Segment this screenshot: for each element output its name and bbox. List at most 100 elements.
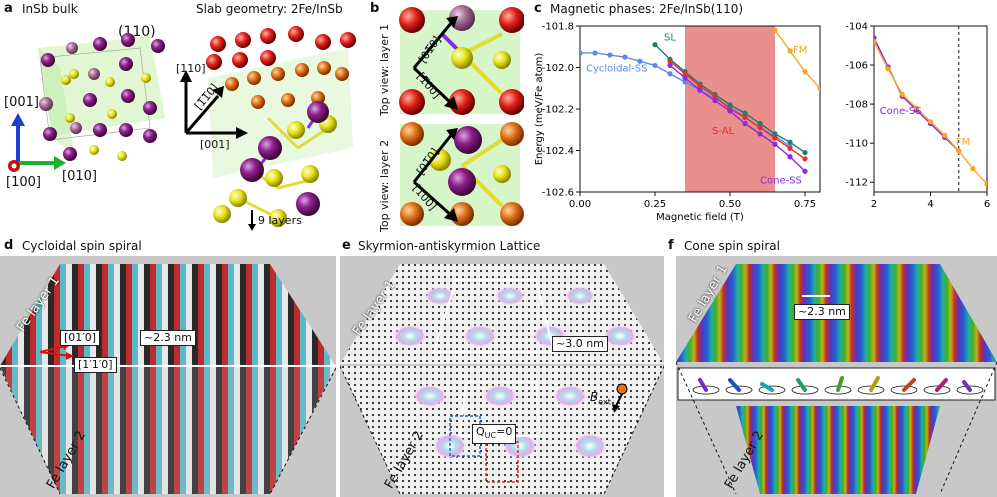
x-tick-label: 0.75 bbox=[794, 199, 816, 210]
data-point-fm bbox=[899, 91, 905, 97]
x-tick-label: 0.50 bbox=[719, 199, 741, 210]
data-point-cone-ss bbox=[787, 154, 793, 160]
slab-axis-110: [110] bbox=[176, 62, 206, 75]
data-point-cycloidal-ss bbox=[682, 79, 688, 85]
y-tick-label: -102.2 bbox=[542, 105, 574, 116]
data-point-sl bbox=[727, 102, 733, 108]
panel-a-label: a bbox=[4, 1, 13, 16]
data-point-cone-ss bbox=[667, 62, 673, 69]
data-point-fm bbox=[817, 85, 820, 91]
data-point-cycloidal-ss bbox=[607, 52, 613, 58]
panel-d-title: Cycloidal spin spiral bbox=[22, 239, 142, 253]
top-view-layer2-illustration bbox=[400, 122, 524, 226]
y-axis-label: Energy (meV/Fe atom) bbox=[534, 53, 545, 166]
data-point-s-al bbox=[697, 83, 703, 89]
y-tick-label: -104 bbox=[845, 22, 868, 33]
data-point-fm bbox=[885, 66, 891, 72]
energy-vs-field-chart: 0.00 0.25 0.50 0.75 -102.6 -102.4 -102.2 -102.0… bbox=[534, 22, 821, 223]
panel-b-label: b bbox=[370, 1, 380, 16]
data-point-cone-ss bbox=[742, 120, 748, 127]
data-point-cycloidal-ss bbox=[592, 50, 598, 56]
qcharge-value: =0 bbox=[496, 425, 513, 438]
data-point-cycloidal-ss bbox=[622, 54, 628, 60]
panel-d-dir-110: [1′1′0] bbox=[74, 357, 117, 373]
data-point-fm bbox=[942, 132, 948, 138]
series-group bbox=[580, 27, 820, 174]
series-group bbox=[874, 35, 987, 187]
axis-label-100: [100] bbox=[6, 175, 41, 190]
y-tick-label: -101.8 bbox=[542, 22, 574, 33]
data-point-cone-ss bbox=[757, 131, 763, 137]
data-point-fm bbox=[787, 48, 793, 54]
data-point-sl bbox=[652, 42, 658, 48]
x-axis-label: Magnetic field (T) bbox=[656, 212, 744, 223]
series-label-s-al: S-AL bbox=[712, 126, 735, 137]
data-point-sl bbox=[772, 131, 778, 137]
slab-axis-001: [001] bbox=[200, 138, 230, 151]
qcharge-subscript: UC bbox=[484, 431, 497, 441]
data-point-fm bbox=[956, 148, 962, 154]
top-view-layer2-label: Top view: layer 2 bbox=[378, 139, 391, 232]
data-point-sl bbox=[787, 139, 793, 145]
x-tick-label: 2 bbox=[871, 199, 877, 210]
data-point-s-al bbox=[667, 58, 673, 64]
data-point-s-al bbox=[742, 114, 748, 120]
x-tick-label: 6 bbox=[984, 199, 990, 210]
data-point-cone-ss bbox=[697, 87, 703, 93]
bulk-crystal-illustration bbox=[8, 33, 165, 172]
panel-f-title: Cone spin spiral bbox=[684, 239, 780, 253]
data-point-cone-ss bbox=[772, 141, 778, 147]
panel-f-label: f bbox=[668, 238, 674, 253]
data-point-s-al bbox=[712, 93, 718, 100]
data-point-s-al bbox=[787, 145, 793, 152]
y-tick-label: -102.6 bbox=[542, 188, 574, 199]
data-point-cone-ss bbox=[682, 75, 688, 81]
panel-e-title: Skyrmion-antiskyrmion Lattice bbox=[358, 239, 541, 253]
cycloidal-spiral-illustration bbox=[0, 256, 336, 497]
data-point-cycloidal-ss bbox=[667, 71, 673, 77]
layers-arrow-icon bbox=[248, 210, 256, 231]
data-point-sl bbox=[742, 110, 748, 116]
data-point-fm bbox=[927, 119, 934, 125]
field-symbol: B bbox=[590, 390, 599, 404]
y-tick-label: -108 bbox=[845, 100, 868, 111]
panel-c-title: Magnetic phases: 2Fe/InSb(110) bbox=[550, 2, 744, 16]
data-point-cone-ss bbox=[802, 168, 808, 174]
field-subscript: ext bbox=[598, 397, 611, 407]
panel-c-label: c bbox=[534, 1, 542, 16]
data-point-cycloidal-ss bbox=[637, 58, 643, 64]
data-point-cone-ss bbox=[712, 98, 718, 104]
external-field-label: Bext bbox=[590, 390, 611, 406]
data-point-fm bbox=[913, 105, 919, 111]
x-tick-label: 4 bbox=[927, 199, 933, 210]
series-line-cone-ss bbox=[669, 64, 806, 172]
slab-crystal-illustration bbox=[180, 26, 356, 227]
top-view-layer1-illustration bbox=[399, 5, 524, 115]
y-tick-label: -102.4 bbox=[542, 146, 574, 157]
data-point-fm bbox=[984, 181, 987, 187]
y-tick-label: -110 bbox=[845, 139, 868, 150]
energy-vs-field-chart-high: 2 4 6 -112 -110 -108 -106 -104 Cone-SS FM bbox=[845, 22, 990, 211]
series-label-fm: FM bbox=[956, 137, 970, 148]
y-tick-label: -106 bbox=[845, 61, 868, 72]
panel-d-dir-010: [01′0] bbox=[60, 330, 101, 346]
panel-e-label: e bbox=[342, 238, 351, 253]
data-point-sl bbox=[802, 149, 808, 156]
series-label-fm: FM bbox=[793, 45, 807, 56]
panel-a-title-bulk: InSb bulk bbox=[22, 2, 78, 16]
x-tick-label: 0.00 bbox=[569, 199, 591, 210]
data-point-fm bbox=[772, 27, 778, 33]
data-point-s-al bbox=[772, 135, 778, 141]
axis-label-010: [010] bbox=[62, 169, 97, 184]
panel-f-period: ~2.3 nm bbox=[794, 304, 850, 320]
data-point-cycloidal-ss bbox=[580, 50, 583, 56]
y-tick-label: -112 bbox=[845, 178, 868, 189]
panel-d-label: d bbox=[4, 238, 14, 253]
topological-charge-label: QUC=0 bbox=[472, 424, 517, 445]
data-point-s-al bbox=[757, 125, 763, 131]
panel-a-title-slab: Slab geometry: 2Fe/InSb bbox=[196, 2, 343, 16]
y-tick-label: -102.0 bbox=[542, 63, 574, 74]
data-point-s-al bbox=[682, 71, 688, 77]
series-label-sl: SL bbox=[664, 33, 676, 44]
data-point-sl bbox=[757, 120, 763, 127]
